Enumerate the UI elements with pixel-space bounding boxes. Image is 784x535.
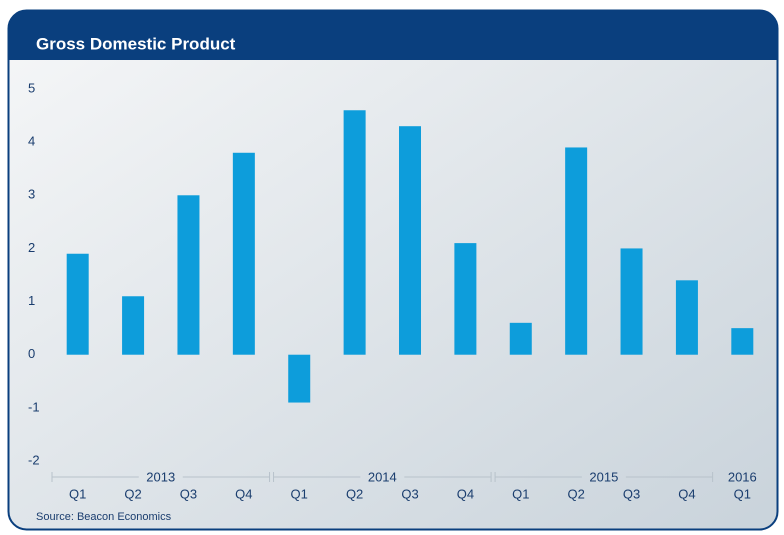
x-tick-label: Q4 bbox=[678, 486, 695, 501]
x-tick-label: Q2 bbox=[567, 486, 584, 501]
source: Source: Beacon Economics bbox=[36, 511, 172, 523]
x-tick-label: Q1 bbox=[69, 486, 86, 501]
card bbox=[8, 10, 778, 530]
chart-title: Gross Domestic Product bbox=[36, 34, 236, 53]
bar bbox=[66, 253, 89, 355]
bar bbox=[620, 248, 643, 355]
group-label: 2014 bbox=[368, 469, 397, 484]
bar bbox=[122, 296, 145, 355]
bar bbox=[232, 152, 255, 355]
x-tick-label: Q2 bbox=[124, 486, 141, 501]
y-tick-label: 5 bbox=[28, 80, 35, 95]
x-tick-label: Q3 bbox=[401, 486, 418, 501]
group-label: 2016 bbox=[728, 469, 757, 484]
x-tick-label: Q1 bbox=[512, 486, 529, 501]
bar bbox=[399, 126, 421, 355]
header bbox=[8, 10, 778, 60]
bar bbox=[731, 328, 754, 355]
y-tick-label: -1 bbox=[28, 399, 40, 414]
x-tick-label: Q4 bbox=[457, 486, 474, 501]
bar bbox=[565, 147, 588, 355]
y-tick-label: -2 bbox=[28, 452, 40, 467]
bar bbox=[454, 243, 477, 355]
x-tick-label: Q3 bbox=[623, 486, 640, 501]
bar bbox=[343, 110, 366, 355]
card-border bbox=[7, 9, 779, 531]
card-bg bbox=[8, 10, 778, 530]
bar bbox=[509, 322, 532, 355]
group-label: 2013 bbox=[146, 469, 175, 484]
y-tick-label: 4 bbox=[28, 134, 35, 149]
bar bbox=[177, 195, 200, 355]
x-tick-label: Q1 bbox=[734, 486, 751, 501]
y-tick-label: 2 bbox=[28, 240, 35, 255]
y-tick-label: 1 bbox=[28, 293, 35, 308]
bar bbox=[675, 280, 698, 355]
x-tick-label: Q4 bbox=[235, 486, 252, 501]
y-tick-label: 0 bbox=[28, 346, 35, 361]
x-tick-label: Q2 bbox=[346, 486, 363, 501]
x-tick-label: Q1 bbox=[291, 486, 308, 501]
x-tick-label: Q3 bbox=[180, 486, 197, 501]
y-tick-label: 3 bbox=[28, 187, 35, 202]
group-label: 2015 bbox=[589, 469, 618, 484]
bar bbox=[288, 354, 311, 403]
